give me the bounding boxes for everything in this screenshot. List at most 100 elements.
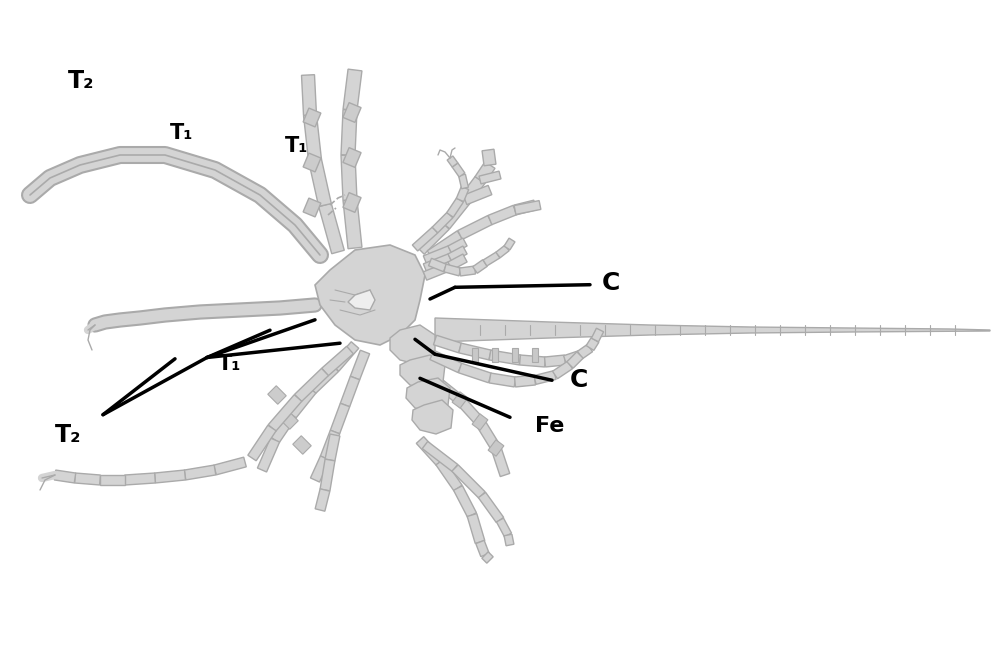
Polygon shape (322, 346, 353, 376)
Text: C: C (570, 369, 588, 392)
Polygon shape (343, 69, 362, 111)
Polygon shape (491, 447, 510, 476)
Polygon shape (348, 290, 375, 310)
Polygon shape (330, 403, 350, 434)
Polygon shape (293, 436, 311, 454)
Polygon shape (567, 352, 583, 368)
Polygon shape (456, 396, 484, 425)
Polygon shape (320, 430, 340, 460)
Polygon shape (315, 245, 425, 345)
Text: T₁: T₁ (218, 354, 241, 374)
Polygon shape (303, 153, 321, 172)
Polygon shape (430, 350, 462, 372)
Polygon shape (343, 103, 361, 122)
Polygon shape (492, 348, 498, 362)
Text: T₂: T₂ (68, 70, 94, 93)
Polygon shape (406, 378, 450, 412)
Polygon shape (440, 196, 470, 229)
Polygon shape (304, 114, 321, 161)
Polygon shape (473, 260, 487, 273)
Polygon shape (320, 459, 335, 491)
Polygon shape (271, 412, 296, 443)
Polygon shape (429, 258, 446, 272)
Polygon shape (472, 348, 478, 362)
Polygon shape (416, 221, 449, 254)
Polygon shape (444, 264, 461, 276)
Polygon shape (452, 163, 465, 177)
Text: C: C (602, 271, 620, 294)
Polygon shape (478, 492, 504, 523)
Text: T₁: T₁ (170, 124, 193, 143)
Polygon shape (412, 227, 438, 251)
Polygon shape (288, 387, 316, 418)
Polygon shape (586, 337, 599, 350)
Polygon shape (423, 254, 452, 272)
Polygon shape (564, 351, 581, 364)
Polygon shape (268, 395, 302, 431)
Polygon shape (280, 411, 298, 429)
Polygon shape (512, 348, 518, 362)
Polygon shape (463, 185, 492, 205)
Polygon shape (488, 440, 504, 456)
Polygon shape (475, 162, 495, 183)
Polygon shape (479, 171, 501, 184)
Polygon shape (496, 518, 512, 537)
Polygon shape (514, 201, 541, 214)
Polygon shape (295, 369, 328, 402)
Polygon shape (447, 156, 458, 167)
Polygon shape (416, 437, 444, 465)
Polygon shape (591, 328, 604, 342)
Polygon shape (504, 238, 515, 250)
Polygon shape (448, 238, 467, 254)
Polygon shape (489, 373, 516, 387)
Polygon shape (319, 203, 344, 254)
Polygon shape (423, 246, 452, 264)
Text: T₁: T₁ (285, 136, 308, 156)
Polygon shape (303, 108, 321, 127)
Polygon shape (454, 486, 476, 517)
Polygon shape (184, 465, 216, 480)
Polygon shape (422, 441, 458, 471)
Polygon shape (432, 212, 453, 233)
Polygon shape (436, 459, 462, 491)
Polygon shape (514, 200, 536, 215)
Polygon shape (309, 159, 331, 207)
Polygon shape (452, 392, 468, 408)
Polygon shape (343, 192, 361, 213)
Polygon shape (520, 355, 545, 367)
Polygon shape (577, 344, 593, 359)
Polygon shape (268, 385, 286, 404)
Polygon shape (460, 176, 485, 203)
Polygon shape (325, 434, 340, 461)
Polygon shape (456, 187, 469, 202)
Polygon shape (155, 470, 185, 483)
Polygon shape (423, 262, 452, 280)
Polygon shape (515, 375, 535, 387)
Polygon shape (315, 489, 330, 511)
Polygon shape (302, 75, 316, 115)
Polygon shape (448, 254, 467, 270)
Polygon shape (350, 350, 370, 380)
Polygon shape (459, 174, 468, 188)
Polygon shape (427, 231, 463, 259)
Polygon shape (331, 342, 359, 371)
Text: Fe: Fe (535, 416, 564, 436)
Polygon shape (435, 318, 990, 342)
Polygon shape (452, 465, 485, 498)
Polygon shape (482, 552, 493, 563)
Polygon shape (447, 198, 463, 217)
Polygon shape (432, 376, 463, 404)
Polygon shape (534, 370, 556, 384)
Polygon shape (214, 457, 246, 475)
Polygon shape (472, 414, 488, 430)
Polygon shape (341, 155, 357, 200)
Polygon shape (100, 475, 125, 485)
Polygon shape (482, 150, 496, 166)
Polygon shape (341, 110, 357, 155)
Polygon shape (390, 325, 435, 365)
Polygon shape (458, 216, 492, 239)
Polygon shape (545, 355, 565, 367)
Polygon shape (483, 252, 500, 266)
Polygon shape (476, 540, 489, 556)
Text: T₂: T₂ (55, 424, 82, 447)
